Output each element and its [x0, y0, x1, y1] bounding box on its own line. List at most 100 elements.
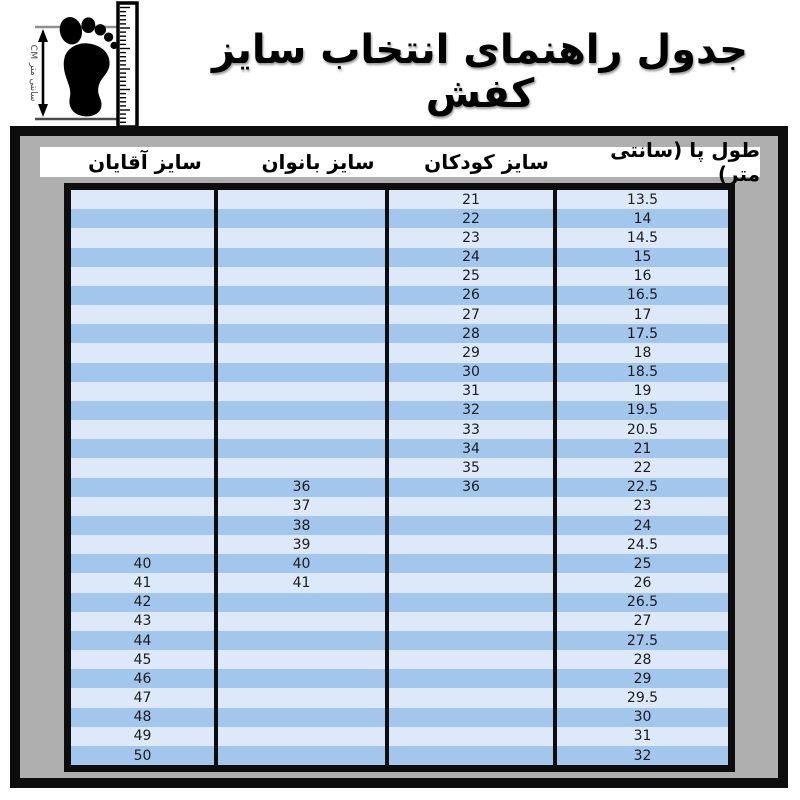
table-row: 38 24	[71, 515, 728, 536]
header-men-size: سایز آقایان	[88, 150, 202, 174]
cell-children-size: 34	[385, 439, 553, 459]
table-row: 35 22	[71, 458, 728, 478]
cell-foot-length: 14.5	[553, 228, 728, 248]
cell-foot-length: 26	[553, 573, 728, 593]
cell-children-size	[385, 573, 553, 593]
cell-men-size	[71, 248, 214, 267]
cell-women-size	[214, 688, 385, 708]
header-women-size: سایز بانوان	[261, 150, 375, 174]
table-row: 31 19	[71, 381, 728, 401]
cell-women-size: 41	[214, 573, 385, 593]
table-row: 21 13.5	[71, 190, 728, 210]
cell-children-size	[385, 688, 553, 708]
cell-women-size	[214, 209, 385, 229]
table-row: 48 30	[71, 707, 728, 727]
cell-women-size	[214, 669, 385, 689]
cell-foot-length: 20.5	[553, 420, 728, 440]
table-row: 45 28	[71, 650, 728, 670]
cell-foot-length: 27.5	[553, 630, 728, 651]
cell-women-size: 36	[214, 477, 385, 497]
cell-children-size: 27	[385, 305, 553, 325]
table-row: 27 17	[71, 305, 728, 325]
cell-children-size	[385, 535, 553, 555]
foot-measure-graphic	[35, 1, 139, 129]
cell-women-size	[214, 745, 385, 766]
cell-children-size: 30	[385, 362, 553, 382]
cell-women-size	[214, 726, 385, 746]
table-row: 36 36 22.5	[71, 477, 728, 497]
table-row: 34 21	[71, 439, 728, 459]
table-row: 23 14.5	[71, 228, 728, 248]
cell-women-size	[214, 228, 385, 248]
ruler-icon	[116, 1, 139, 129]
table-row: 39 24.5	[71, 535, 728, 555]
measure-arrow-icon	[38, 29, 48, 117]
table-row: 41 41 26	[71, 573, 728, 593]
cell-men-size: 48	[133, 709, 152, 726]
header-children-size: سایز کودکان	[424, 150, 549, 174]
cell-women-size	[214, 305, 385, 325]
cell-children-size	[385, 707, 553, 727]
cell-children-size: 36	[385, 477, 553, 497]
cell-women-size	[214, 285, 385, 306]
cell-foot-length: 24.5	[553, 535, 728, 555]
cell-men-size: 43	[133, 613, 152, 630]
cell-foot-length: 19	[553, 381, 728, 401]
cell-women-size	[214, 381, 385, 401]
table-row: 50 32	[71, 745, 728, 766]
size-table: 21 13.5 22 14 23 14.5 24 15 25 16 26 16.5 27 17 28 17.5…	[64, 183, 735, 772]
cell-women-size	[214, 458, 385, 478]
cell-women-size	[214, 630, 385, 651]
table-row: 44 27.5	[71, 630, 728, 651]
cell-men-size	[71, 439, 214, 458]
cell-children-size: 28	[385, 324, 553, 344]
cell-women-size	[214, 266, 385, 286]
cell-children-size: 24	[385, 247, 553, 267]
table-row: 30 18.5	[71, 362, 728, 382]
cell-children-size: 32	[385, 400, 553, 421]
cell-children-size: 31	[385, 381, 553, 401]
cell-foot-length: 23	[553, 496, 728, 516]
cell-children-size	[385, 669, 553, 689]
cell-men-size	[71, 305, 214, 324]
cell-men-size	[71, 478, 214, 497]
cell-women-size	[214, 362, 385, 382]
cell-men-size	[71, 324, 214, 343]
cell-children-size	[385, 592, 553, 612]
cell-children-size: 23	[385, 228, 553, 248]
cell-foot-length: 25	[553, 554, 728, 574]
cell-foot-length: 19.5	[553, 400, 728, 421]
table-row: 47 29.5	[71, 688, 728, 708]
ruler-cm-label: CM سانتی متر	[28, 44, 38, 102]
cell-foot-length: 14	[553, 209, 728, 229]
cell-women-size: 38	[214, 515, 385, 536]
cell-foot-length: 17	[553, 305, 728, 325]
header-foot-length: طول پا (سانتی متر)	[610, 138, 760, 186]
cell-men-size	[71, 363, 214, 382]
table-header-strip: سایز آقایان سایز بانوان سایز کودکان طول …	[40, 138, 760, 186]
table-row: 46 29	[71, 669, 728, 689]
cell-women-size	[214, 190, 385, 210]
cell-children-size: 22	[385, 209, 553, 229]
cell-foot-length: 15	[553, 247, 728, 267]
table-row: 40 40 25	[71, 554, 728, 574]
cell-women-size: 37	[214, 496, 385, 516]
cell-men-size: 44	[133, 632, 152, 649]
table-row: 29 18	[71, 343, 728, 363]
cell-children-size	[385, 554, 553, 574]
cell-men-size: 46	[133, 670, 152, 687]
cell-foot-length: 27	[553, 611, 728, 631]
cell-men-size: 45	[133, 651, 152, 668]
table-row: 26 16.5	[71, 285, 728, 306]
cell-men-size: 40	[133, 555, 152, 572]
cell-children-size	[385, 496, 553, 516]
cell-children-size: 26	[385, 285, 553, 306]
cell-foot-length: 22.5	[553, 477, 728, 497]
table-row: 25 16	[71, 266, 728, 286]
cell-foot-length: 18.5	[553, 362, 728, 382]
cell-foot-length: 13.5	[553, 190, 728, 210]
cell-men-size	[71, 516, 214, 535]
cell-women-size: 40	[214, 554, 385, 574]
cell-children-size: 21	[385, 190, 553, 210]
table-row: 28 17.5	[71, 324, 728, 344]
